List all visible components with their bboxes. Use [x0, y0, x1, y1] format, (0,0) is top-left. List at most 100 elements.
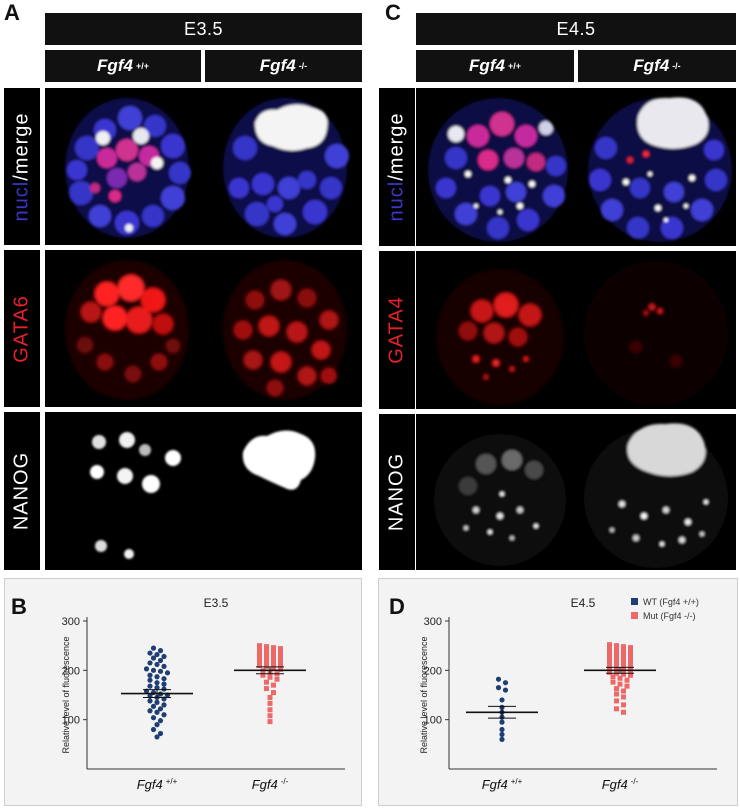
- data-point-wt: [150, 726, 157, 733]
- panel-c-row-label-merge: nucl/merge: [379, 88, 415, 246]
- data-point-wt: [150, 645, 157, 651]
- legend-swatch: [631, 612, 638, 619]
- data-point-wt: [150, 667, 157, 673]
- data-point-mut: [264, 644, 269, 650]
- data-point-mut: [614, 666, 619, 672]
- data-point-mut: [274, 676, 280, 682]
- panel-d-chart-box: E4.5 100 200 300 Relative level of fluoresce…: [378, 578, 738, 806]
- panel-a-stage-header: E3.5: [45, 13, 362, 45]
- data-point-wt: [154, 680, 160, 686]
- data-point-wt: [150, 703, 157, 709]
- data-point-mut: [607, 654, 612, 660]
- panel-c-row-label-nanog: NANOG: [379, 414, 415, 570]
- data-point-mut: [614, 698, 619, 704]
- data-point-mut: [267, 694, 273, 700]
- data-point-mut: [621, 644, 626, 650]
- data-point-mut: [607, 657, 612, 663]
- data-point-mut: [264, 655, 269, 661]
- data-point-mut: [267, 719, 273, 725]
- genotype-label: Fgf4: [259, 56, 296, 75]
- data-point-mut: [257, 662, 262, 668]
- data-point-wt: [154, 709, 160, 715]
- data-point-mut: [267, 674, 273, 680]
- data-point-wt: [147, 660, 153, 666]
- data-point-mut: [621, 663, 626, 669]
- genotype-superscript: -/-: [672, 61, 681, 71]
- data-point-mut: [267, 713, 273, 719]
- genotype-superscript: +/+: [135, 61, 149, 71]
- data-point-mut: [278, 650, 283, 656]
- data-point-mut: [614, 662, 619, 668]
- data-point-mut: [271, 649, 276, 655]
- data-point-wt: [502, 680, 509, 686]
- data-point-mut: [621, 652, 626, 658]
- data-point-mut: [607, 650, 612, 656]
- y-tick-label: 200: [62, 665, 80, 677]
- data-point-mut: [610, 679, 616, 685]
- data-point-mut: [621, 688, 626, 694]
- data-point-wt: [502, 687, 509, 693]
- data-point-wt: [147, 672, 153, 678]
- panel-c-stage-label: E4.5: [556, 18, 596, 39]
- data-point-mut: [271, 645, 276, 651]
- data-point-mut: [271, 682, 276, 688]
- data-point-mut: [607, 646, 612, 652]
- data-point-mut: [617, 675, 623, 681]
- panel-a-row-label-gata6: GATA6: [4, 250, 40, 407]
- data-point-mut: [624, 677, 630, 683]
- data-point-wt: [150, 715, 157, 721]
- data-point-mut: [257, 647, 262, 653]
- data-point-wt: [161, 712, 167, 718]
- data-point-mut: [614, 643, 619, 649]
- data-point-mut: [614, 651, 619, 657]
- data-point-wt: [154, 699, 160, 705]
- data-point-mut: [278, 666, 283, 672]
- data-point-mut: [621, 694, 626, 700]
- data-point-mut: [264, 648, 269, 654]
- micrograph-e45-nanog: [416, 414, 736, 570]
- data-point-mut: [621, 702, 626, 708]
- micrograph-e35-gata6: [45, 250, 362, 407]
- data-point-mut: [621, 655, 626, 661]
- data-point-wt: [161, 663, 167, 669]
- y-axis-label: Relative level of fluorescence: [419, 636, 429, 753]
- data-point-mut: [614, 706, 619, 712]
- x-category-label: Fgf4 -/-: [602, 777, 639, 792]
- data-point-wt: [495, 676, 502, 682]
- genotype-label: Fgf4: [633, 56, 670, 75]
- genotype-superscript: -/-: [298, 61, 308, 71]
- panel-c-stage-header: E4.5: [416, 13, 736, 45]
- data-point-wt: [157, 668, 164, 674]
- data-point-mut: [278, 661, 283, 667]
- data-point-wt: [147, 650, 153, 656]
- row-label-text: nucl: [385, 180, 408, 222]
- data-point-mut: [610, 674, 616, 680]
- row-label-text: NANOG: [385, 452, 408, 532]
- data-point-mut: [614, 658, 619, 664]
- data-point-mut: [607, 661, 612, 667]
- data-point-mut: [614, 655, 619, 661]
- data-point-wt: [150, 655, 157, 661]
- data-point-mut: [621, 671, 626, 677]
- data-point-mut: [621, 709, 626, 715]
- data-point-wt: [147, 698, 153, 704]
- data-point-wt: [154, 722, 160, 728]
- x-category-label: Fgf4 +/+: [137, 777, 178, 792]
- data-point-mut: [617, 681, 623, 687]
- micrograph-e45-merge: [416, 88, 736, 246]
- data-point-mut: [264, 652, 269, 658]
- data-point-mut: [628, 660, 633, 666]
- data-point-wt: [157, 706, 164, 712]
- data-point-mut: [607, 665, 612, 671]
- panel-a-genotype-wt: Fgf4 +/+: [45, 50, 201, 82]
- data-point-mut: [271, 653, 276, 659]
- panel-a-genotype-mut: Fgf4 -/-: [205, 50, 362, 82]
- data-point-mut: [278, 657, 283, 663]
- data-point-wt: [499, 731, 505, 738]
- y-tick-label: 100: [424, 715, 442, 727]
- data-point-wt: [495, 685, 502, 691]
- row-label-text: NANOG: [10, 451, 33, 531]
- y-tick-label: 300: [62, 616, 80, 628]
- data-point-wt: [499, 726, 505, 733]
- genotype-label: Fgf4: [97, 56, 133, 75]
